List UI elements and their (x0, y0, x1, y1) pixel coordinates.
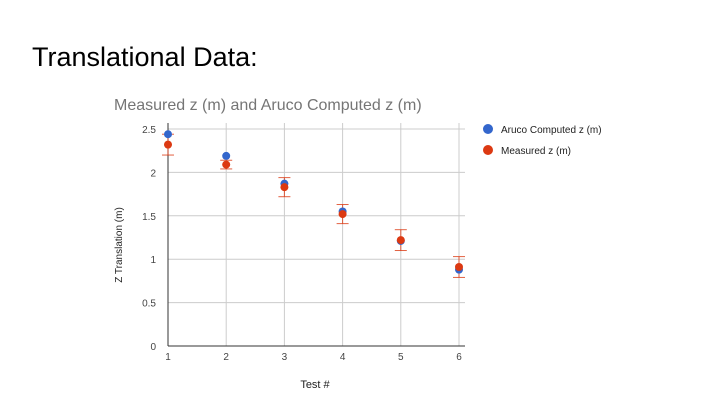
axes (167, 123, 465, 347)
y-tick-label: 2.5 (142, 125, 156, 136)
x-tick-label: 4 (340, 352, 346, 363)
error-bars (162, 133, 465, 278)
x-tick-label: 6 (456, 352, 462, 363)
aruco-point (222, 151, 231, 160)
legend-marker (483, 145, 493, 155)
x-tick-label: 5 (398, 352, 404, 363)
measured-point (280, 183, 289, 192)
aruco-point (164, 130, 172, 139)
y-tick-label: 2 (150, 168, 156, 179)
slide-title: Translational Data: (32, 42, 258, 72)
legend: Aruco Computed z (m) Measured z (m) (483, 124, 602, 157)
x-tick-label: 3 (282, 352, 288, 363)
legend-label: Aruco Computed z (m) (501, 125, 602, 136)
grid-lines (168, 123, 465, 346)
measured-point (338, 210, 347, 219)
x-tick-label: 1 (165, 352, 171, 363)
y-tick-label: 0 (150, 342, 156, 353)
legend-label: Measured z (m) (501, 146, 571, 157)
x-axis-label: Test # (300, 379, 330, 391)
measured-point (222, 160, 231, 169)
measured-point (396, 236, 405, 245)
x-tick-label: 2 (223, 352, 229, 363)
measured-point (455, 263, 463, 272)
y-axis-label: Z Translation (m) (114, 207, 125, 283)
y-tick-label: 1.5 (142, 212, 156, 223)
y-tick-label: 1 (150, 255, 156, 266)
chart-title: Measured z (m) and Aruco Computed z (m) (114, 97, 422, 114)
tick-labels: 0 0.5 1 1.5 2 2.5 1 2 3 4 5 6 (142, 125, 462, 363)
data-points (164, 130, 463, 274)
measured-point (164, 140, 172, 149)
y-tick-label: 0.5 (142, 299, 156, 310)
legend-marker (483, 124, 493, 134)
